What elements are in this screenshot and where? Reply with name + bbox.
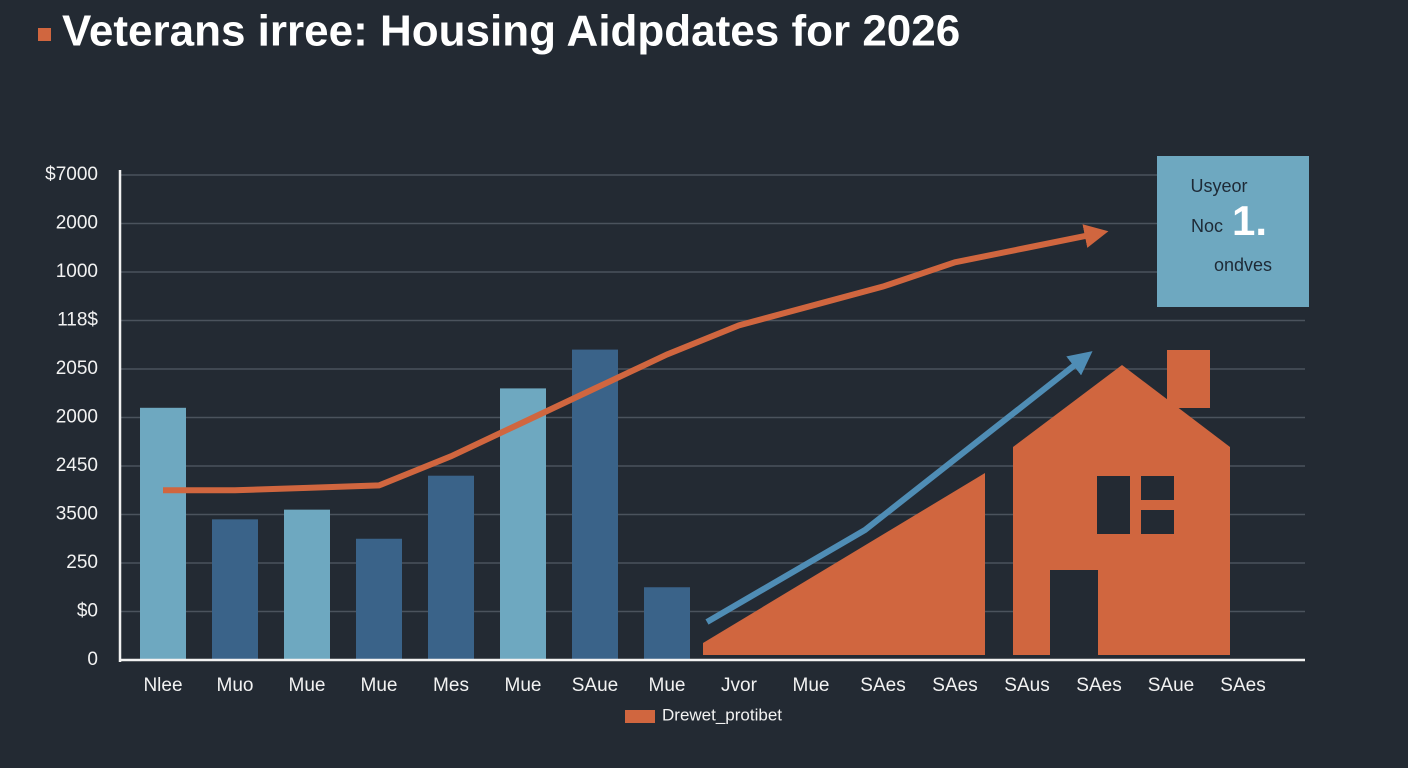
- x-tick-label: SAes: [1220, 675, 1265, 696]
- y-tick-label: 118$: [57, 310, 98, 331]
- x-tick-label: Nlee: [143, 675, 182, 696]
- legend-swatch: [625, 710, 655, 723]
- x-tick-label: Muo: [217, 675, 254, 696]
- grid: 0 $0 250 3500 2450 2000 2050 118$ 1000 2000 $7000: [45, 164, 1305, 670]
- info-text: Usyeor: [1190, 176, 1247, 196]
- y-tick-label: 2450: [56, 455, 98, 476]
- info-big-text: 1.: [1232, 197, 1267, 244]
- legend-label: Drewet_protibet: [662, 705, 782, 724]
- bar: [140, 407, 186, 660]
- bar: [500, 388, 546, 660]
- bar: [572, 349, 618, 660]
- y-tick-label: 3500: [56, 504, 98, 525]
- x-tick-label: Jvor: [721, 675, 758, 696]
- x-tick-label: SAes: [932, 675, 977, 696]
- info-box: Usyeor Noc 1. ondves: [1157, 156, 1309, 307]
- x-labels: Nlee Muo Mue Mue Mes Mue SAue Mue Jvor Mue SAes SAe…: [143, 675, 1265, 696]
- bar: [356, 538, 402, 660]
- x-tick-label: SAus: [1004, 675, 1049, 696]
- x-tick-label: SAes: [1076, 675, 1121, 696]
- y-tick-label: 2000: [56, 213, 98, 234]
- y-tick-label: $7000: [45, 164, 98, 185]
- lines: [163, 224, 1109, 494]
- x-tick-label: SAue: [1148, 675, 1194, 696]
- y-tick-label: 1000: [56, 261, 98, 282]
- x-tick-label: SAes: [860, 675, 905, 696]
- house-icon: [1013, 350, 1230, 655]
- legend: Drewet_protibet: [625, 705, 782, 724]
- x-tick-label: Mue: [793, 675, 830, 696]
- bar: [428, 475, 474, 660]
- bar: [644, 587, 690, 660]
- y-tick-label: $0: [77, 601, 98, 622]
- info-text: Noc: [1191, 216, 1223, 236]
- bar: [212, 519, 258, 660]
- bar: [284, 509, 330, 660]
- x-tick-label: Mue: [649, 675, 686, 696]
- bars: [140, 349, 690, 660]
- y-tick-label: 250: [66, 552, 98, 573]
- x-tick-label: Mes: [433, 675, 469, 696]
- x-tick-label: Mue: [289, 675, 326, 696]
- decor-triangle: [703, 473, 985, 655]
- chart-title: Veterans irree: Housing Aidpdates for 20…: [62, 7, 960, 56]
- title-bullet: [38, 28, 51, 41]
- info-text: ondves: [1214, 255, 1272, 275]
- y-tick-label: 2000: [56, 407, 98, 428]
- x-tick-label: Mue: [361, 675, 398, 696]
- x-tick-label: Mue: [505, 675, 542, 696]
- decor-arrow: [705, 351, 1093, 625]
- x-tick-label: SAue: [572, 675, 618, 696]
- line-series: [163, 224, 1109, 494]
- y-tick-label: 0: [87, 649, 98, 670]
- y-tick-label: 2050: [56, 358, 98, 379]
